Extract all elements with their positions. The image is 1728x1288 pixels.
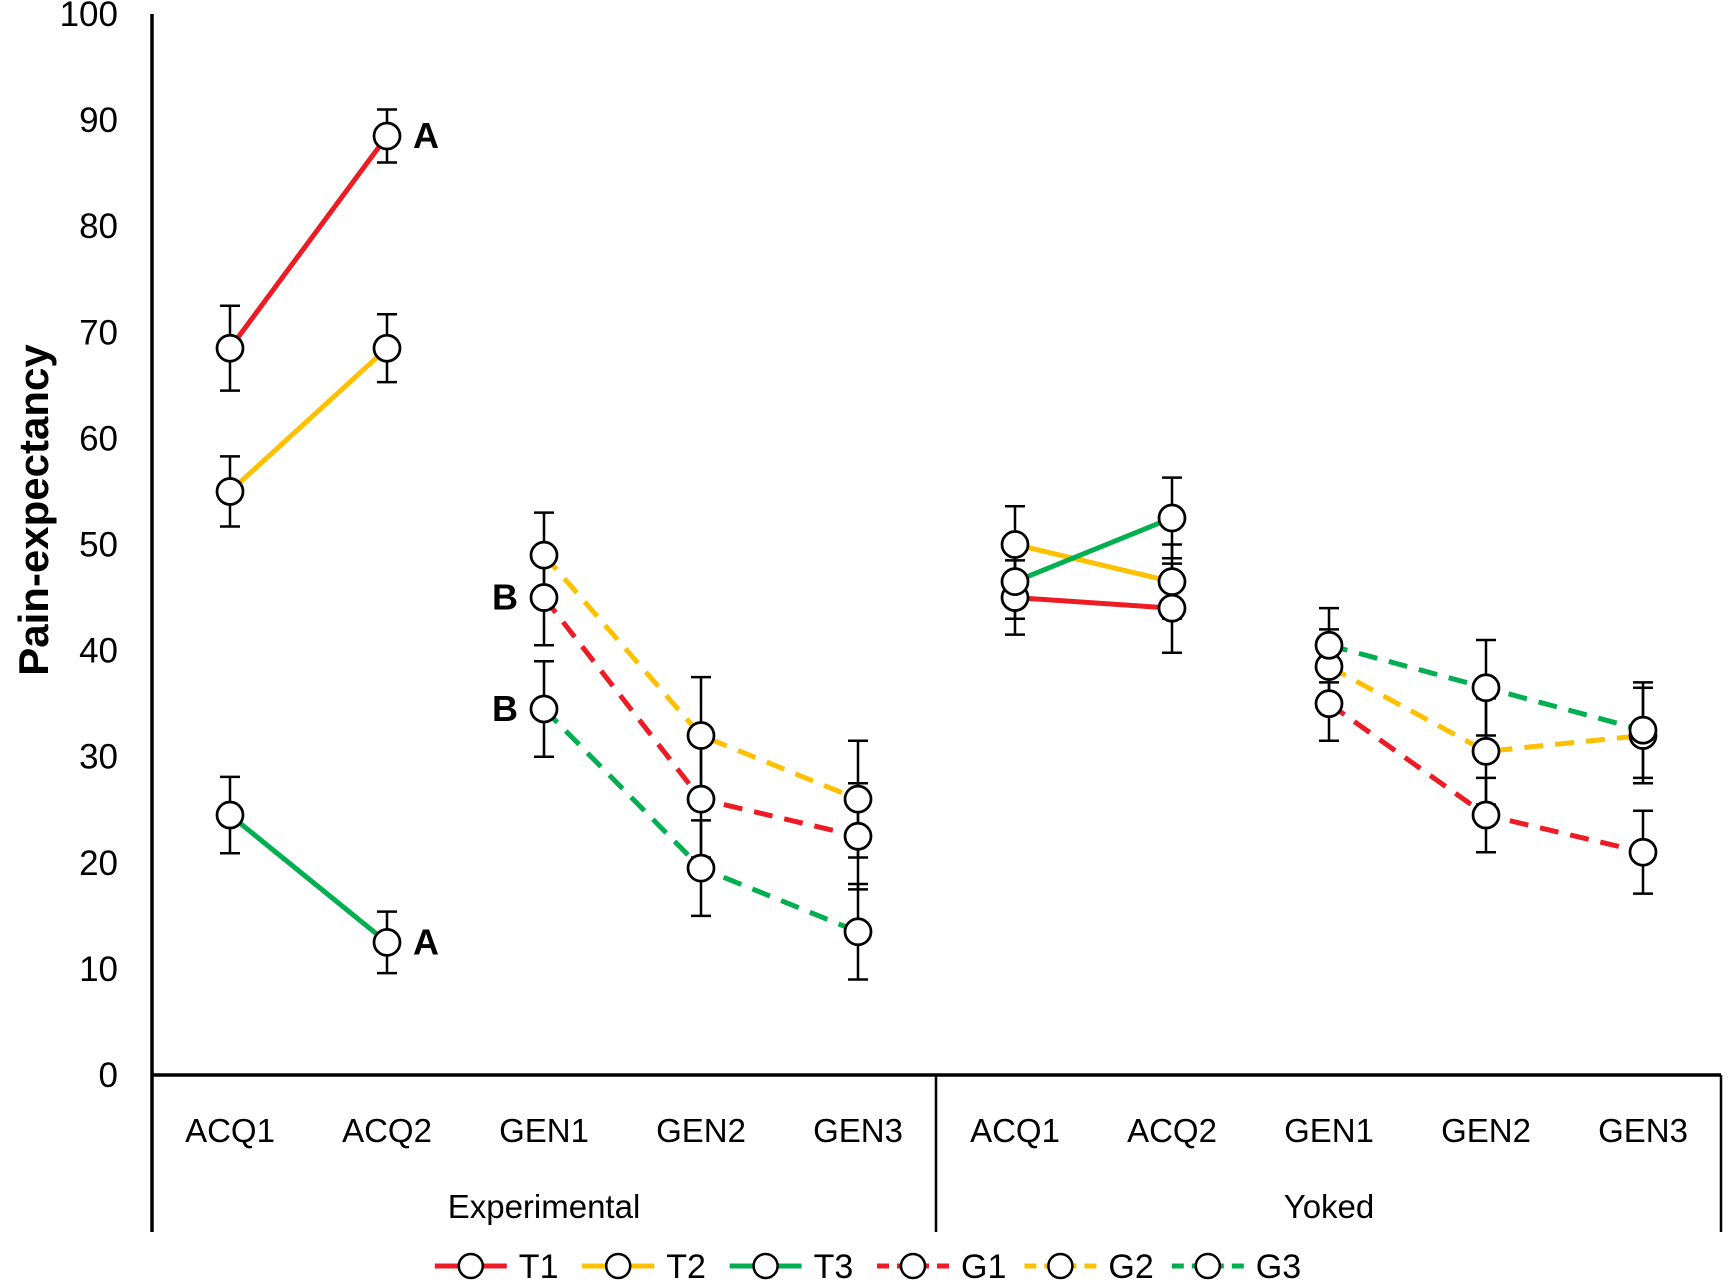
x-category-label: ACQ1 — [185, 1112, 275, 1149]
x-category-label: GEN1 — [499, 1112, 589, 1149]
legend-marker-G3 — [1194, 1252, 1222, 1280]
y-tick-label: 60 — [79, 419, 118, 458]
legend-marker-T3 — [752, 1252, 779, 1280]
data-point-marker-G3 — [1471, 673, 1501, 703]
data-point-marker-T3 — [1157, 503, 1187, 533]
data-point-marker-T2 — [1157, 567, 1187, 597]
legend-label-T1: T1 — [519, 1248, 559, 1286]
data-point-marker-T1 — [1157, 593, 1187, 623]
data-point-marker-G3 — [686, 853, 716, 883]
series-line-T3 — [1014, 515, 1173, 584]
x-category-label: ACQ1 — [970, 1112, 1060, 1149]
data-point-marker-T1 — [372, 121, 402, 151]
y-tick-label: 100 — [60, 0, 118, 34]
data-point-marker-G2 — [1471, 737, 1501, 766]
series-line-T1 — [227, 134, 390, 350]
series-line-T1 — [1014, 595, 1173, 611]
annotation-label: A — [413, 921, 439, 962]
data-point-marker-G2 — [686, 721, 716, 750]
y-tick-label: 50 — [79, 526, 118, 565]
x-category-label: GEN3 — [1598, 1112, 1688, 1149]
y-tick-label: 80 — [79, 207, 118, 246]
data-point-marker-T2 — [372, 333, 402, 363]
data-point-marker-G1 — [1628, 837, 1658, 867]
x-category-label: GEN3 — [813, 1112, 903, 1149]
data-point-marker-G1 — [843, 821, 873, 851]
y-tick-label: 20 — [79, 844, 118, 883]
legend-marker-T1 — [457, 1252, 485, 1280]
data-point-marker-G1 — [1471, 800, 1501, 830]
data-point-marker-T2 — [215, 477, 245, 506]
x-category-label: GEN1 — [1284, 1112, 1374, 1149]
y-tick-label: 10 — [79, 950, 118, 989]
legend-label-G3: G3 — [1256, 1248, 1301, 1286]
x-category-label: ACQ2 — [1127, 1112, 1217, 1149]
legend-label-T2: T2 — [666, 1248, 706, 1286]
data-point-marker-G3 — [1628, 715, 1658, 745]
series-line-G2 — [1327, 664, 1644, 754]
series-line-T2 — [228, 346, 389, 494]
legend-marker-T2 — [604, 1252, 632, 1280]
panel-label: Experimental — [448, 1188, 641, 1225]
series-line-T3 — [228, 813, 389, 945]
data-point-marker-G2 — [843, 784, 873, 814]
x-category-label: GEN2 — [656, 1112, 746, 1149]
legend-marker-G2 — [1047, 1252, 1074, 1280]
data-point-marker-G1 — [1314, 689, 1344, 719]
data-point-marker-G2 — [529, 540, 559, 570]
y-tick-label: 90 — [79, 101, 118, 140]
annotation-label: A — [413, 115, 439, 156]
y-tick-label: 30 — [79, 738, 118, 777]
data-point-marker-G1 — [686, 784, 716, 814]
data-point-marker-T3 — [215, 800, 245, 830]
data-point-marker-G1 — [529, 583, 559, 612]
legend-label-G1: G1 — [961, 1248, 1006, 1286]
series-line-T2 — [1014, 542, 1173, 585]
y-tick-label: 40 — [79, 632, 118, 671]
legend-marker-G1 — [899, 1252, 927, 1280]
y-tick-label: 0 — [99, 1056, 118, 1095]
data-point-marker-T2 — [1000, 530, 1030, 559]
data-point-marker-G3 — [843, 917, 873, 947]
legend-label-G2: G2 — [1108, 1248, 1153, 1286]
x-category-label: ACQ2 — [342, 1112, 432, 1149]
annotation-label: B — [492, 688, 518, 729]
annotation-label: B — [492, 577, 518, 618]
legend-label-T3: T3 — [814, 1248, 854, 1286]
data-point-marker-T3 — [372, 928, 402, 957]
data-point-marker-G3 — [1314, 630, 1344, 660]
data-point-marker-G3 — [529, 694, 559, 724]
data-point-marker-T1 — [215, 333, 245, 363]
series-line-G2 — [542, 553, 859, 802]
panel-label: Yoked — [1284, 1188, 1375, 1225]
x-category-label: GEN2 — [1441, 1112, 1531, 1149]
y-tick-label: 70 — [79, 313, 118, 352]
data-point-marker-T3 — [1000, 567, 1030, 597]
y-axis-title: Pain-expectancy — [10, 344, 57, 676]
